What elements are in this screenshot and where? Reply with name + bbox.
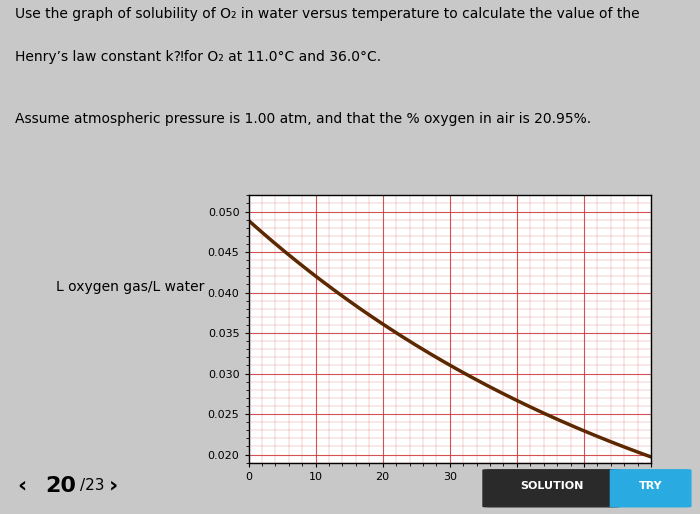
Text: Henry’s law constant k⁈for O₂ at 11.0°C and 36.0°C.: Henry’s law constant k⁈for O₂ at 11.0°C …	[15, 50, 382, 64]
Text: SOLUTION: SOLUTION	[520, 481, 583, 491]
FancyBboxPatch shape	[483, 470, 620, 507]
Text: ‹: ‹	[18, 476, 27, 495]
Text: ›: ›	[108, 476, 118, 495]
Text: L oxygen gas/L water: L oxygen gas/L water	[56, 280, 204, 295]
FancyBboxPatch shape	[610, 470, 691, 507]
Text: 20: 20	[46, 476, 76, 495]
Text: Assume atmospheric pressure is 1.00 atm, and that the % oxygen in air is 20.95%.: Assume atmospheric pressure is 1.00 atm,…	[15, 112, 592, 126]
Text: Use the graph of solubility of O₂ in water versus temperature to calculate the v: Use the graph of solubility of O₂ in wat…	[15, 7, 640, 21]
Text: /23: /23	[80, 478, 105, 493]
Text: TRY: TRY	[638, 481, 662, 491]
